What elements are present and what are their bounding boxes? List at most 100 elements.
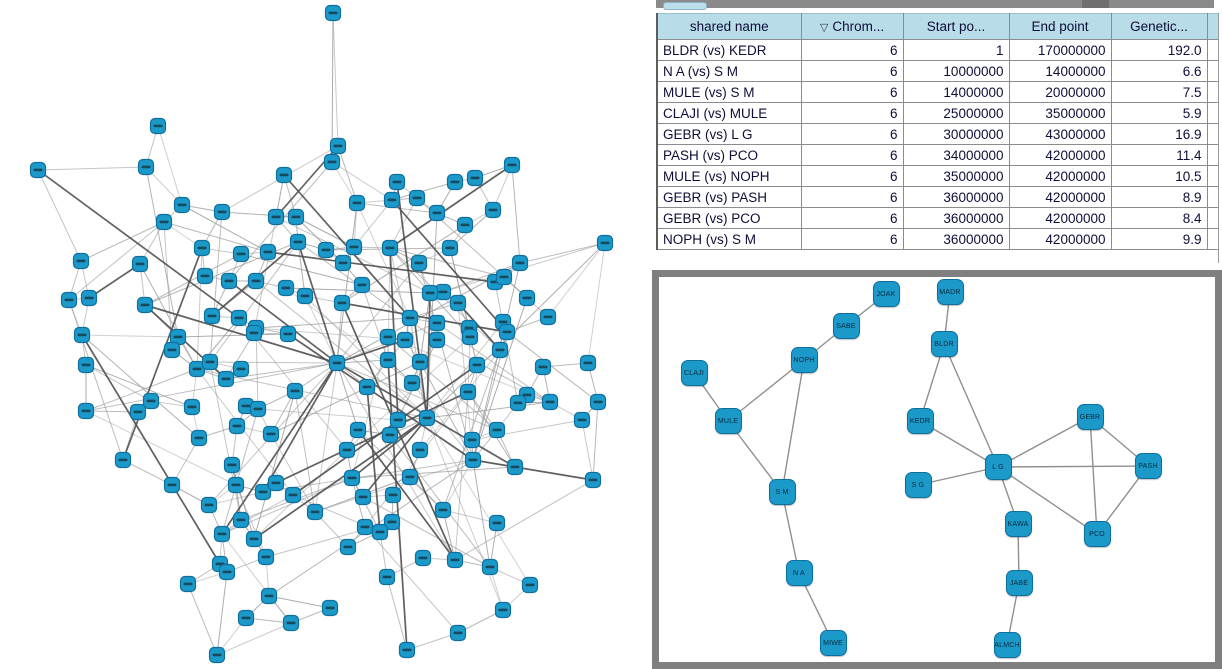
network-edge[interactable] — [221, 362, 338, 535]
network-edge[interactable] — [81, 334, 221, 565]
network-edge[interactable] — [85, 364, 152, 402]
subnetwork-node-s-m[interactable]: S M — [768, 479, 796, 505]
network-edge[interactable] — [267, 251, 496, 283]
table-row[interactable]: N A (vs) S M 6 10000000 14000000 6.6 — [656, 60, 1219, 82]
cell-value[interactable]: 6 — [800, 60, 904, 82]
network-edge[interactable] — [209, 361, 242, 521]
network-edge[interactable] — [295, 216, 355, 248]
network-edge[interactable] — [442, 509, 456, 561]
network-edge[interactable] — [426, 401, 551, 419]
cell-value[interactable]: 35000000 — [902, 165, 1010, 187]
network-edge[interactable] — [297, 241, 338, 364]
subnetwork-node-mule[interactable]: MULE — [714, 408, 742, 434]
network-edge[interactable] — [426, 292, 431, 419]
cell-shared-name[interactable]: NOPH (vs) S M — [656, 228, 802, 250]
network-edge[interactable] — [262, 362, 338, 493]
column-header-end-point[interactable]: End point — [1008, 13, 1112, 40]
subnetwork-node-almch[interactable]: ALMCH — [993, 632, 1021, 658]
table-row[interactable]: GEBR (vs) PCO 6 36000000 42000000 8.4 — [656, 207, 1219, 229]
cell-value[interactable]: 42000000 — [1008, 186, 1112, 208]
network-edge[interactable] — [442, 509, 498, 524]
network-edge[interactable] — [262, 459, 474, 493]
network-edge[interactable] — [144, 253, 242, 306]
network-edge[interactable] — [356, 202, 438, 214]
subnetwork-node-l-g[interactable]: L G — [984, 454, 1012, 480]
cell-value[interactable]: 6 — [800, 228, 904, 250]
network-edge[interactable] — [228, 280, 338, 364]
table-row[interactable]: PASH (vs) PCO 6 34000000 42000000 11.4 — [656, 144, 1219, 166]
subnetwork-node-n-a[interactable]: N A — [785, 560, 813, 586]
network-edge[interactable] — [332, 12, 339, 147]
subnetwork-node-jabe[interactable]: JABE — [1005, 570, 1033, 596]
subnetwork-node-kedr[interactable]: KEDR — [906, 408, 934, 434]
network-edge[interactable] — [471, 419, 583, 441]
network-edge[interactable] — [442, 262, 521, 293]
network-edge[interactable] — [304, 295, 338, 364]
network-edge[interactable] — [81, 334, 179, 338]
network-edge[interactable] — [364, 526, 459, 634]
cell-value[interactable]: 6 — [800, 39, 904, 61]
table-row[interactable]: MULE (vs) NOPH 6 35000000 42000000 10.5 — [656, 165, 1219, 187]
network-edge[interactable] — [253, 390, 296, 540]
subnetwork-node-pash[interactable]: PASH — [1134, 453, 1162, 479]
cell-value[interactable]: 10000000 — [902, 60, 1010, 82]
subnetwork-panel[interactable]: JOAK MADR SABE BLDR NOPH CLAJI KEDR GEBR MULE L G… — [652, 270, 1222, 669]
column-header-chrom[interactable]: ▽ Chrom... — [800, 13, 904, 40]
cell-value[interactable]: 7.5 — [1110, 81, 1208, 103]
network-edge[interactable] — [68, 299, 124, 461]
cell-value[interactable]: 20000000 — [1008, 81, 1112, 103]
cell-shared-name[interactable]: GEBR (vs) PASH — [656, 186, 802, 208]
subnetwork-edge-l-g-gebr[interactable] — [997, 416, 1091, 468]
network-edge[interactable] — [336, 202, 358, 364]
cell-value[interactable]: 6 — [800, 186, 904, 208]
cell-value[interactable]: 170000000 — [1008, 39, 1112, 61]
cell-value[interactable]: 36000000 — [902, 186, 1010, 208]
network-edge[interactable] — [346, 336, 471, 451]
cell-value[interactable]: 8.9 — [1110, 186, 1208, 208]
table-row[interactable]: BLDR (vs) KEDR 6 1 170000000 192.0 — [656, 39, 1219, 61]
subnetwork-node-claji[interactable]: CLAJI — [680, 360, 708, 386]
cell-value[interactable]: 36000000 — [902, 207, 1010, 229]
network-edge[interactable] — [216, 571, 228, 656]
table-row[interactable]: GEBR (vs) PASH 6 36000000 42000000 8.9 — [656, 186, 1219, 208]
cell-value[interactable]: 35000000 — [1008, 102, 1112, 124]
network-edge[interactable] — [181, 204, 269, 253]
cell-value[interactable]: 6 — [800, 81, 904, 103]
network-edge[interactable] — [389, 164, 513, 249]
network-edge[interactable] — [240, 253, 363, 286]
network-edge[interactable] — [547, 242, 606, 318]
column-header-genetic[interactable]: Genetic... — [1110, 13, 1208, 40]
network-edge[interactable] — [336, 359, 389, 364]
cell-value[interactable]: 10.5 — [1110, 165, 1208, 187]
network-edge[interactable] — [472, 459, 594, 481]
subnetwork-edge-gebr-pco[interactable] — [1089, 416, 1098, 535]
cell-shared-name[interactable]: MULE (vs) NOPH — [656, 165, 802, 187]
network-edge[interactable] — [581, 419, 594, 481]
network-edge[interactable] — [37, 169, 82, 262]
network-edge[interactable] — [221, 494, 294, 535]
network-edge[interactable] — [396, 181, 428, 419]
cell-value[interactable]: 6 — [800, 207, 904, 229]
network-edge[interactable] — [357, 429, 456, 561]
cell-shared-name[interactable]: GEBR (vs) L G — [656, 123, 802, 145]
subnetwork-node-pco[interactable]: PCO — [1083, 521, 1111, 547]
sort-icon[interactable]: ▽ — [819, 22, 829, 34]
network-edge[interactable] — [209, 241, 299, 363]
network-edge[interactable] — [145, 166, 179, 338]
table-row[interactable]: CLAJI (vs) MULE 6 25000000 35000000 5.9 — [656, 102, 1219, 124]
cell-value[interactable]: 5.9 — [1110, 102, 1208, 124]
network-edge[interactable] — [221, 533, 292, 624]
cell-value[interactable]: 11.4 — [1110, 144, 1208, 166]
network-edge[interactable] — [336, 362, 359, 431]
main-network-canvas[interactable] — [0, 0, 652, 669]
cell-shared-name[interactable]: CLAJI (vs) MULE — [656, 102, 802, 124]
cell-value[interactable]: 6.6 — [1110, 60, 1208, 82]
network-edge[interactable] — [85, 410, 237, 486]
network-edge[interactable] — [270, 433, 316, 513]
network-edge[interactable] — [353, 199, 393, 248]
cell-value[interactable]: 42000000 — [1008, 165, 1112, 187]
network-edge[interactable] — [336, 262, 420, 364]
cell-value[interactable]: 36000000 — [902, 228, 1010, 250]
network-edge[interactable] — [336, 362, 456, 561]
cell-value[interactable]: 42000000 — [1008, 144, 1112, 166]
